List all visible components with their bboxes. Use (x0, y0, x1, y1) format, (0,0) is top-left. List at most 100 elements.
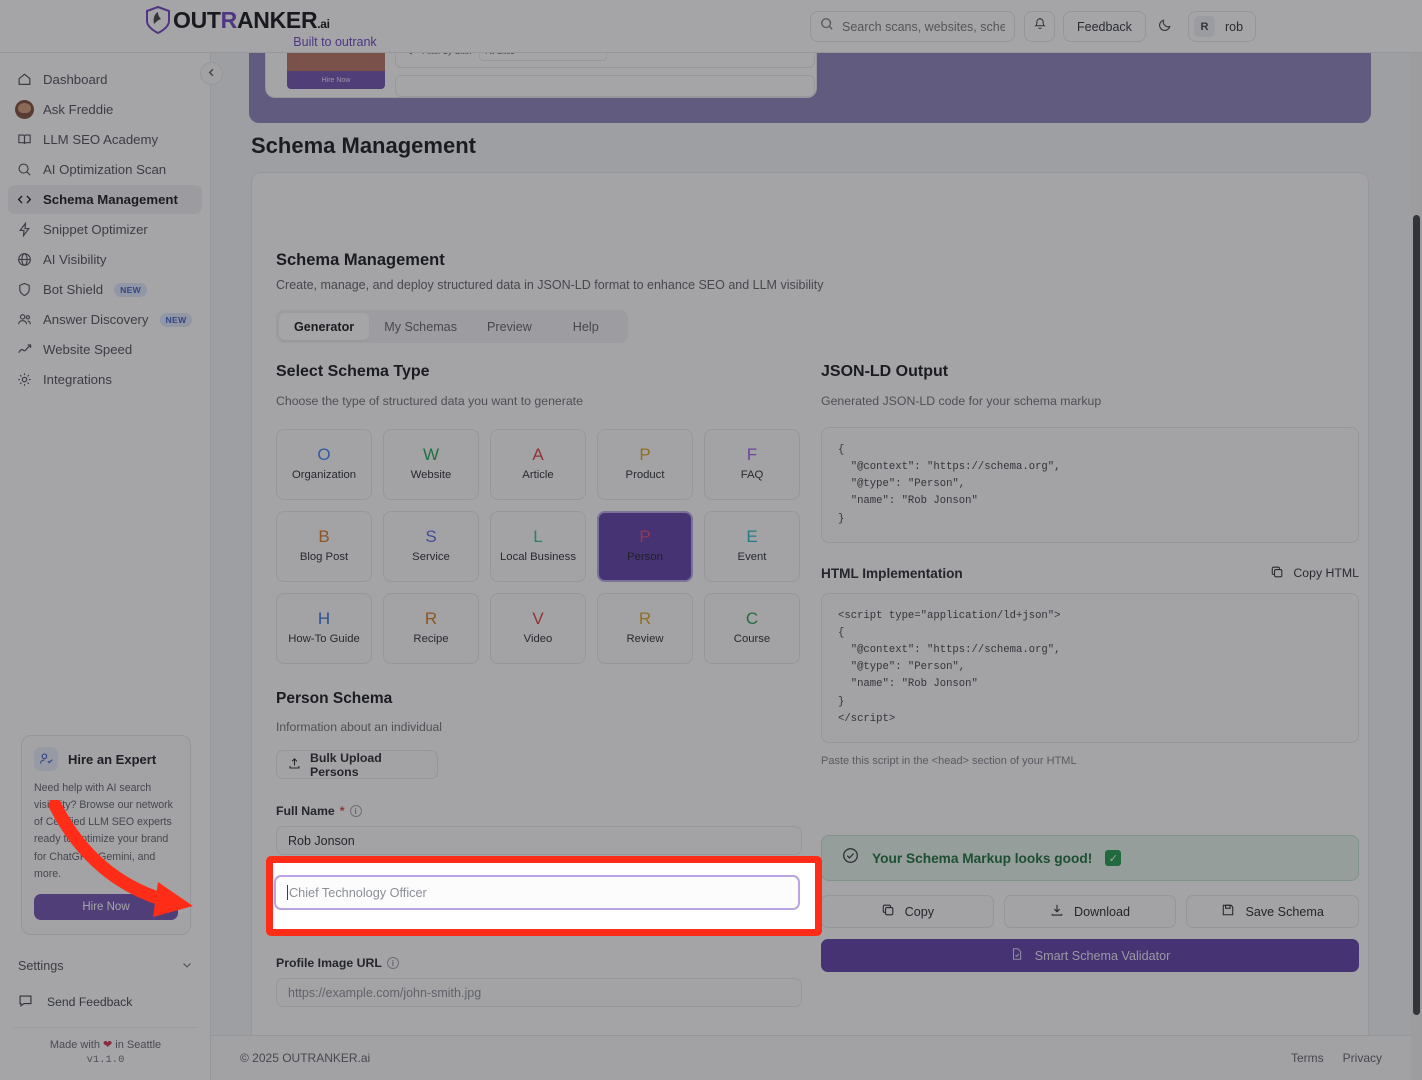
schema-type-review[interactable]: R Review (597, 593, 693, 664)
profile-image-url-input[interactable]: https://example.com/john-smith.jpg (276, 978, 802, 1007)
hire-now-button[interactable]: Hire Now (34, 893, 178, 920)
schema-type-course[interactable]: C Course (704, 593, 800, 664)
copy-button[interactable]: Copy (821, 895, 994, 928)
sidebar-item-send-feedback[interactable]: Send Feedback (0, 983, 211, 1021)
search-field[interactable] (842, 19, 1005, 34)
sidebar-item-llm-seo-academy[interactable]: LLM SEO Academy (8, 125, 202, 154)
schema-type-event[interactable]: E Event (704, 511, 800, 582)
schema-type-organization[interactable]: O Organization (276, 429, 372, 500)
smart-schema-validator-button[interactable]: Smart Schema Validator (821, 939, 1359, 972)
schema-type-letter: H (317, 609, 331, 629)
sidebar-item-answer-discovery[interactable]: Answer Discovery NEW (8, 305, 202, 334)
schema-type-local-business[interactable]: L Local Business (490, 511, 586, 582)
copy-icon (1270, 565, 1284, 582)
sidebar-item-label: Integrations (43, 372, 112, 387)
page-scrollbar-thumb[interactable] (1413, 215, 1420, 1015)
download-button[interactable]: Download (1003, 895, 1177, 928)
sidebar-item-ask-freddie[interactable]: Ask Freddie (8, 95, 202, 124)
hire-an-expert-card: Hire an Expert Need help with AI search … (21, 735, 191, 935)
sidebar-item-ai-optimization-scan[interactable]: AI Optimization Scan (8, 155, 202, 184)
schema-type-label: Review (626, 633, 664, 646)
tab-my-schemas[interactable]: My Schemas (384, 319, 457, 334)
schema-type-letter: A (532, 445, 544, 465)
brand-logo[interactable]: OUTRANKER.ai Built to outrank (145, 5, 465, 49)
schema-type-letter: P (639, 445, 651, 465)
schema-type-letter: R (424, 609, 438, 629)
book-icon (16, 132, 32, 148)
theme-toggle-button[interactable] (1150, 11, 1181, 42)
sidebar-item-integrations[interactable]: Integrations (8, 365, 202, 394)
schema-type-product[interactable]: P Product (597, 429, 693, 500)
validation-banner: Your Schema Markup looks good! ✓ (821, 835, 1359, 881)
globe-icon (16, 252, 32, 268)
users-icon (16, 312, 32, 328)
sidebar-item-snippet-optimizer[interactable]: Snippet Optimizer (8, 215, 202, 244)
feedback-button[interactable]: Feedback (1063, 11, 1146, 42)
search-input[interactable] (810, 11, 1015, 42)
user-menu-button[interactable]: R rob (1188, 11, 1257, 42)
schema-type-label: FAQ (740, 469, 764, 482)
sidebar-item-label: AI Optimization Scan (43, 162, 167, 177)
tab-preview[interactable]: Preview (487, 319, 532, 334)
terms-link[interactable]: Terms (1290, 1051, 1324, 1065)
copy-html-label: Copy HTML (1293, 566, 1359, 581)
sidebar-item-ai-visibility[interactable]: AI Visibility (8, 245, 202, 274)
shield-logo-icon (145, 5, 171, 35)
home-icon (16, 72, 32, 88)
schema-type-article[interactable]: A Article (490, 429, 586, 500)
tab-generator[interactable]: Generator (279, 313, 370, 340)
validation-message: Your Schema Markup looks good! (872, 850, 1093, 866)
schema-type-website[interactable]: W Website (383, 429, 479, 500)
schema-type-letter: F (746, 445, 758, 465)
sidebar-item-dashboard[interactable]: Dashboard (8, 65, 202, 94)
schema-type-label: Video (523, 633, 553, 646)
sidebar: Dashboard Ask Freddie LLM SEO Academy AI Op… (0, 53, 211, 1080)
sidebar-item-bot-shield[interactable]: Bot Shield NEW (8, 275, 202, 304)
sidebar-collapse-button[interactable] (200, 62, 223, 85)
expert-card-title: Hire an Expert (68, 751, 157, 767)
select-schema-type-title: Select Schema Type (276, 363, 430, 380)
avatar: R (1194, 16, 1215, 37)
button-label: Save Schema (1245, 904, 1324, 919)
sidebar-item-label: Website Speed (43, 342, 133, 357)
photo-hire-now-button[interactable]: Hire Now (287, 71, 385, 89)
schema-type-blog-post[interactable]: B Blog Post (276, 511, 372, 582)
schema-type-label: How-To Guide (288, 633, 360, 646)
schema-type-label: Article (522, 469, 554, 482)
card-heading: Schema Management (276, 251, 445, 269)
jsonld-output-subtitle: Generated JSON-LD code for your schema m… (821, 394, 1102, 408)
sidebar-item-settings[interactable]: Settings (0, 949, 211, 983)
sidebar-item-website-speed[interactable]: Website Speed (8, 335, 202, 364)
schema-type-faq[interactable]: F FAQ (704, 429, 800, 500)
bulk-upload-persons-button[interactable]: Bulk Upload Persons (276, 750, 438, 779)
select-schema-type-subtitle: Choose the type of structured data you w… (276, 394, 583, 408)
info-icon[interactable]: i (349, 805, 362, 817)
schema-type-person[interactable]: P Person (597, 511, 693, 582)
card-subheading: Create, manage, and deploy structured da… (276, 278, 824, 292)
schema-type-letter: O (317, 445, 331, 465)
form-subtitle: Information about an individual (276, 720, 442, 734)
schema-type-how-to-guide[interactable]: H How-To Guide (276, 593, 372, 664)
schema-type-service[interactable]: S Service (383, 511, 479, 582)
sidebar-item-label: Snippet Optimizer (43, 222, 148, 237)
job-title-input[interactable]: Chief Technology Officer (274, 875, 800, 910)
sidebar-item-schema-management[interactable]: Schema Management (8, 185, 202, 214)
full-name-input[interactable]: Rob Jonson (276, 826, 802, 855)
copy-html-button[interactable]: Copy HTML (1270, 565, 1359, 582)
page-footer: © 2025 OUTRANKER.ai Terms Privacy (211, 1035, 1411, 1080)
new-badge: NEW (114, 282, 148, 297)
expert-card-body: Need help with AI search visibility? Bro… (34, 782, 173, 880)
privacy-link[interactable]: Privacy (1342, 1051, 1382, 1065)
save-schema-button[interactable]: Save Schema (1186, 895, 1360, 928)
button-label: Download (1074, 904, 1131, 919)
tab-help[interactable]: Help (572, 319, 599, 334)
notifications-button[interactable] (1024, 11, 1055, 42)
schema-type-recipe[interactable]: R Recipe (383, 593, 479, 664)
info-icon[interactable]: i (386, 957, 399, 969)
schema-type-letter: B (318, 527, 330, 547)
check-circle-icon (842, 847, 859, 869)
save-icon (1221, 903, 1235, 920)
schema-type-video[interactable]: V Video (490, 593, 586, 664)
schema-type-label: Service (412, 551, 450, 564)
